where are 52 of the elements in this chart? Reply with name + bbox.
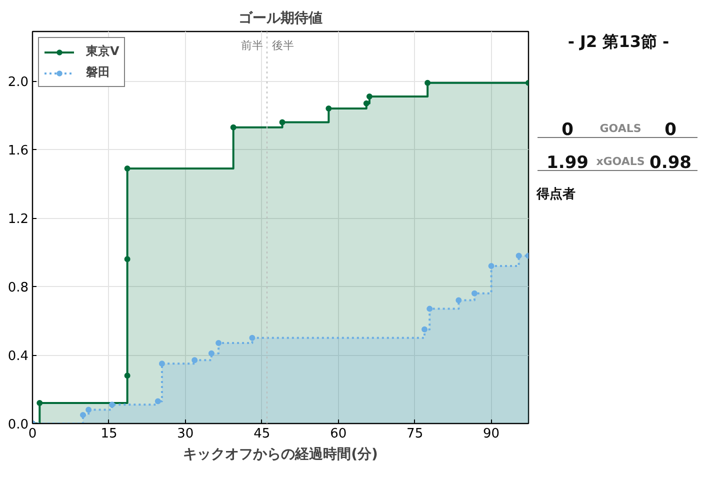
y-tick-label: 1.6 xyxy=(8,144,29,159)
point xyxy=(326,106,332,112)
text: 0 xyxy=(664,120,677,140)
point xyxy=(124,165,130,172)
text: 0.98 xyxy=(650,153,692,173)
text: - J2 第13節 - xyxy=(568,32,670,51)
point xyxy=(158,360,165,367)
x-tick-label: 90 xyxy=(483,426,500,442)
annotation: 前半 xyxy=(240,39,263,52)
point xyxy=(36,400,43,406)
legend-label: 磐田 xyxy=(86,64,110,81)
point xyxy=(124,256,130,262)
x-tick-label: 0 xyxy=(28,426,37,442)
point xyxy=(208,350,214,356)
x-tick-label: 30 xyxy=(177,426,194,442)
point xyxy=(124,372,130,379)
point xyxy=(154,398,161,404)
point xyxy=(279,119,286,126)
text: 得点者 xyxy=(536,186,576,202)
point xyxy=(366,94,372,100)
point xyxy=(86,406,92,413)
y-tick-label: 2.0 xyxy=(8,75,29,90)
point xyxy=(488,263,494,270)
x-tick-label: 60 xyxy=(330,426,347,442)
point xyxy=(80,412,86,418)
point xyxy=(216,340,222,346)
point xyxy=(192,357,198,364)
text: 1.99 xyxy=(546,153,588,173)
x-axis-title: キックオフからの経過時間(分) xyxy=(183,446,378,462)
annotation: 後半 xyxy=(272,39,294,52)
y-tick-label: 0.0 xyxy=(8,418,29,432)
point xyxy=(471,290,478,296)
legend-label: 東京V xyxy=(86,43,120,60)
point xyxy=(516,252,522,259)
text: xGOALS xyxy=(596,155,645,168)
x-tick-label: 75 xyxy=(406,426,424,442)
point xyxy=(109,402,116,408)
point xyxy=(426,306,433,312)
y-tick-label: 1.2 xyxy=(8,212,29,228)
y-tick-label: 0.8 xyxy=(8,280,29,296)
chart-title: ゴール期待値 xyxy=(238,10,322,26)
point xyxy=(363,100,370,106)
point xyxy=(456,297,462,304)
point xyxy=(424,80,431,86)
x-tick-label: 45 xyxy=(254,426,270,442)
point xyxy=(422,326,428,332)
y-tick-label: 0.4 xyxy=(8,349,29,364)
point xyxy=(230,124,236,130)
text: GOALS xyxy=(600,122,642,135)
text: 0 xyxy=(562,120,574,140)
point xyxy=(249,334,256,341)
x-tick-label: 15 xyxy=(100,426,118,442)
